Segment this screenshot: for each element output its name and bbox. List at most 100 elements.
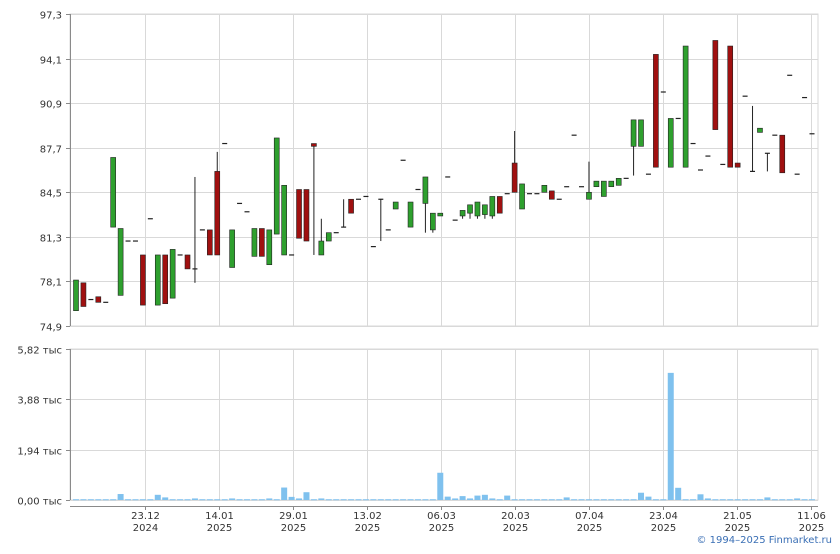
volume-bar[interactable] — [288, 496, 295, 500]
volume-bar[interactable] — [310, 499, 317, 501]
volume-bar[interactable] — [243, 499, 250, 501]
volume-bar[interactable] — [318, 498, 325, 500]
volume-bar[interactable] — [638, 492, 645, 500]
volume-bar[interactable] — [355, 499, 362, 501]
candle[interactable] — [95, 296, 102, 303]
volume-bar[interactable] — [675, 487, 682, 500]
volume-bar[interactable] — [266, 498, 273, 500]
volume-bar[interactable] — [526, 499, 533, 501]
volume-bar[interactable] — [281, 487, 288, 500]
volume-bar[interactable] — [459, 496, 466, 500]
candle[interactable] — [392, 201, 399, 210]
candle[interactable] — [750, 105, 756, 172]
volume-bar[interactable] — [504, 495, 511, 500]
candle[interactable] — [341, 199, 347, 228]
volume-bar[interactable] — [734, 499, 741, 501]
volume-bar[interactable] — [102, 499, 109, 501]
candle[interactable] — [593, 180, 600, 188]
volume-bar[interactable] — [712, 499, 719, 501]
volume-bar[interactable] — [615, 499, 622, 501]
volume-bar[interactable] — [80, 499, 87, 501]
volume-bar[interactable] — [362, 499, 369, 501]
volume-bar[interactable] — [429, 499, 436, 501]
copyright-link[interactable]: © 1994–2025 Finmarket.ru — [696, 535, 832, 546]
volume-bar[interactable] — [809, 499, 815, 501]
volume-bar[interactable] — [541, 499, 548, 501]
volume-bar[interactable] — [206, 499, 213, 501]
candle[interactable] — [712, 40, 719, 130]
candle[interactable] — [630, 119, 637, 176]
volume-bar[interactable] — [221, 499, 228, 501]
candle[interactable] — [608, 180, 615, 188]
candle[interactable] — [422, 176, 429, 233]
volume-bar[interactable] — [779, 499, 786, 501]
volume-bar[interactable] — [645, 496, 652, 500]
volume-bar[interactable] — [139, 499, 146, 501]
volume-bar[interactable] — [414, 499, 421, 501]
volume-bar[interactable] — [154, 494, 161, 500]
volume-bar[interactable] — [519, 499, 526, 501]
candle[interactable] — [162, 254, 169, 305]
candle[interactable] — [541, 185, 548, 193]
volume-bar[interactable] — [764, 497, 771, 500]
candle[interactable] — [296, 189, 302, 239]
volume-bar[interactable] — [719, 499, 726, 501]
volume-bar[interactable] — [251, 499, 258, 501]
volume-bar[interactable] — [162, 497, 169, 500]
volume-bar[interactable] — [258, 499, 265, 501]
volume-bar[interactable] — [444, 496, 451, 500]
volume-bar[interactable] — [214, 499, 221, 501]
candle[interactable] — [192, 176, 198, 283]
candle[interactable] — [437, 212, 444, 217]
volume-bar[interactable] — [400, 499, 407, 501]
volume-bar[interactable] — [385, 499, 392, 501]
volume-bar[interactable] — [682, 499, 689, 501]
candle[interactable] — [184, 254, 191, 270]
volume-bar[interactable] — [794, 498, 801, 500]
volume-bar[interactable] — [296, 498, 303, 500]
candle[interactable] — [407, 201, 414, 228]
volume-bar[interactable] — [481, 494, 488, 500]
volume-bar[interactable] — [191, 498, 198, 500]
volume-bar[interactable] — [147, 499, 154, 501]
candle[interactable] — [586, 161, 592, 200]
candle[interactable] — [601, 180, 607, 197]
volume-bar[interactable] — [437, 472, 444, 500]
volume-bar[interactable] — [563, 497, 570, 500]
volume-bar[interactable] — [303, 492, 310, 500]
candle[interactable] — [519, 183, 525, 210]
volume-bar[interactable] — [801, 499, 808, 501]
candle[interactable] — [667, 118, 674, 168]
volume-bar[interactable] — [600, 499, 607, 501]
volume-bar[interactable] — [199, 499, 206, 501]
volume-bar[interactable] — [184, 499, 191, 501]
volume-bar[interactable] — [756, 499, 763, 501]
candle[interactable] — [80, 282, 87, 307]
candle[interactable] — [318, 218, 325, 256]
candle[interactable] — [207, 229, 213, 256]
candle[interactable] — [259, 228, 265, 257]
volume-bar[interactable] — [392, 499, 399, 501]
candle[interactable] — [459, 210, 466, 219]
volume-bar[interactable] — [177, 499, 184, 501]
volume-bar[interactable] — [229, 498, 236, 500]
volume-bar[interactable] — [325, 499, 332, 501]
candle[interactable] — [73, 279, 79, 311]
volume-bar[interactable] — [786, 499, 793, 501]
candle[interactable] — [653, 54, 659, 168]
candle[interactable] — [682, 45, 689, 168]
candle[interactable] — [273, 137, 280, 235]
volume-bar[interactable] — [236, 499, 243, 501]
volume-bar[interactable] — [608, 499, 615, 501]
volume-bar[interactable] — [110, 499, 117, 501]
candle[interactable] — [140, 254, 146, 306]
candle[interactable] — [467, 204, 473, 219]
candle[interactable] — [378, 198, 384, 242]
volume-bar[interactable] — [117, 494, 124, 500]
volume-bar[interactable] — [727, 499, 734, 501]
volume-bar[interactable] — [452, 498, 459, 500]
volume-bar[interactable] — [704, 498, 711, 500]
volume-bar[interactable] — [556, 499, 563, 501]
candle[interactable] — [154, 254, 161, 306]
candle[interactable] — [325, 232, 332, 242]
